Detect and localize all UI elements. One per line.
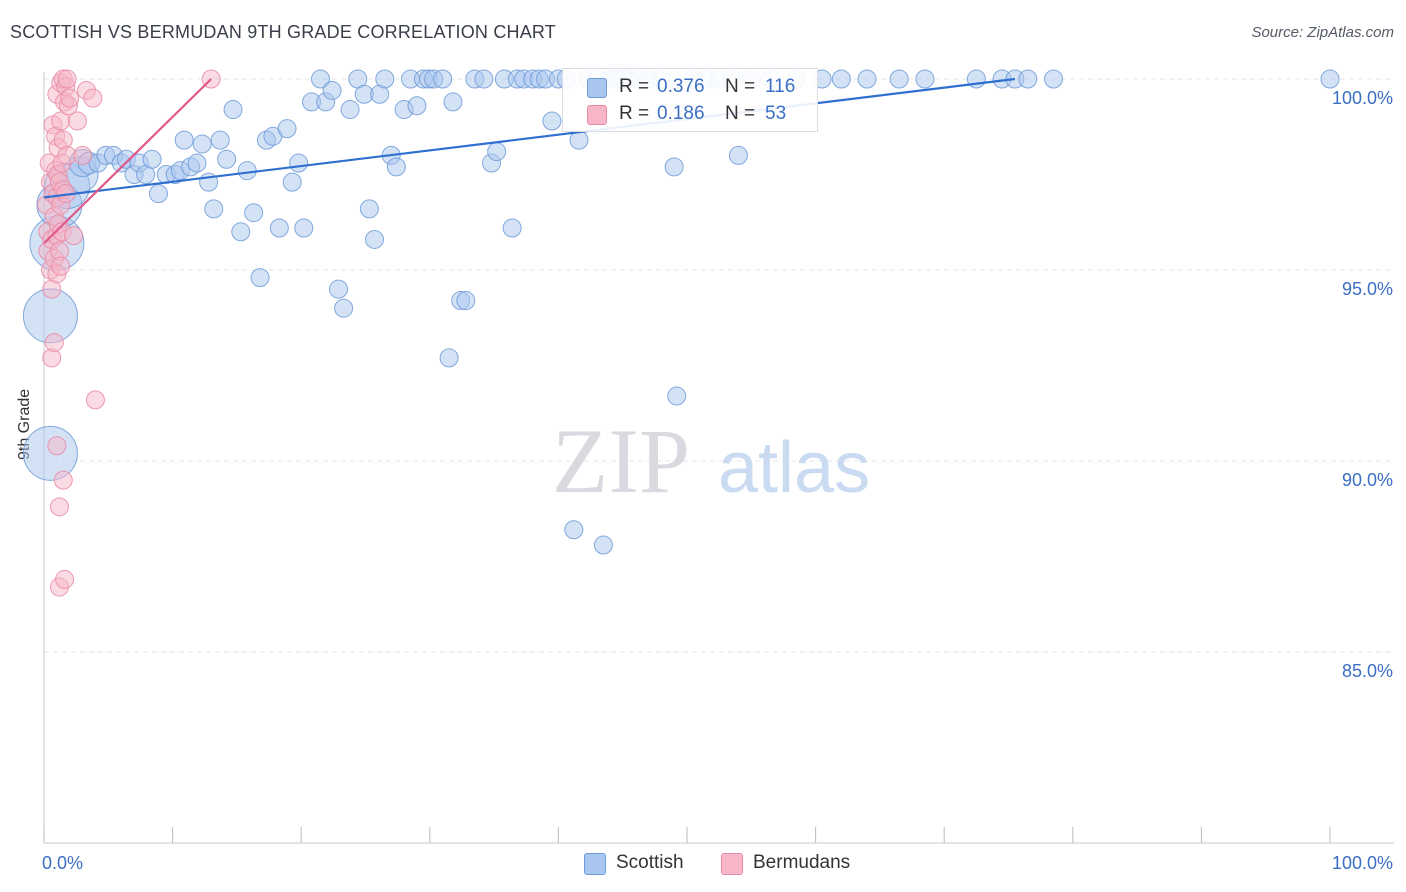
x-tick-label: 0.0% xyxy=(42,853,83,873)
bermudan-point xyxy=(60,88,80,108)
correlation-legend: R = 0.376 N = 116 R = 0.186 N = 53 xyxy=(562,68,818,132)
scottish-swatch-icon xyxy=(587,78,607,98)
scottish-point xyxy=(148,184,168,204)
watermark-atlas: atlas xyxy=(718,428,870,508)
r-label: R = xyxy=(619,103,650,124)
scottish-point xyxy=(542,111,562,131)
scottish-point xyxy=(831,69,851,89)
scottish-point xyxy=(407,96,427,116)
scottish-point xyxy=(433,69,453,89)
scottish-point xyxy=(728,145,748,165)
tick-labels: 85.0% 90.0% 95.0% 100.0% 0.0% 100.0% xyxy=(42,88,1393,873)
scottish-point xyxy=(1018,69,1038,89)
source-credit: Source: ZipAtlas.com xyxy=(1251,24,1394,41)
scottish-point xyxy=(593,535,613,555)
n-label: N = xyxy=(725,103,756,124)
scottish-point xyxy=(502,218,522,238)
scottish-point xyxy=(564,520,584,540)
scottish-point xyxy=(174,130,194,150)
scottish-point xyxy=(359,199,379,219)
scottish-point xyxy=(365,229,385,249)
scottish-legend-icon xyxy=(584,853,606,875)
scottish-point xyxy=(443,92,463,112)
x-tick-label: 100.0% xyxy=(1332,853,1393,873)
bermudan-point xyxy=(73,145,93,165)
scottish-trendline xyxy=(43,77,1016,199)
scottish-point xyxy=(187,153,207,173)
points-layer xyxy=(22,69,1340,597)
scottish-point xyxy=(210,130,230,150)
scottish-point xyxy=(192,134,212,154)
watermark: ZIP atlas xyxy=(552,410,870,512)
scottish-point xyxy=(223,100,243,120)
scottish-point xyxy=(439,348,459,368)
bermudan-point xyxy=(85,390,105,410)
scottish-point xyxy=(474,69,494,89)
scottish-point xyxy=(456,291,476,311)
chart-title: SCOTTISH VS BERMUDAN 9TH GRADE CORRELATI… xyxy=(10,22,556,42)
scottish-point xyxy=(231,222,251,242)
legend-row-bermudans: R = 0.186 N = 53 xyxy=(563,101,817,127)
scottish-point xyxy=(237,161,257,181)
bermudan-point xyxy=(55,569,75,589)
scottish-point xyxy=(1044,69,1064,89)
scottish-point xyxy=(294,218,314,238)
scottish-point xyxy=(889,69,909,89)
scottish-point xyxy=(282,172,302,192)
trend-layer xyxy=(43,77,1016,245)
y-tick-label: 100.0% xyxy=(1332,88,1393,108)
scottish-point xyxy=(375,69,395,89)
bermudan-point xyxy=(64,226,84,246)
bermudan-swatch-icon xyxy=(587,105,607,125)
legend-label-bermudans: Bermudans xyxy=(753,852,851,873)
scottish-point xyxy=(1320,69,1340,89)
bermudan-legend-icon xyxy=(721,853,743,875)
bermudan-point xyxy=(44,333,64,353)
n-label: N = xyxy=(725,76,756,97)
scottish-point xyxy=(277,119,297,139)
r-value: 0.186 xyxy=(657,103,705,124)
bermudan-point xyxy=(83,88,103,108)
scottish-point xyxy=(386,157,406,177)
bermudan-point xyxy=(57,69,77,89)
scottish-point xyxy=(244,203,264,223)
scottish-point xyxy=(667,386,687,406)
bermudan-point xyxy=(47,436,67,456)
scottish-point xyxy=(857,69,877,89)
y-tick-label: 85.0% xyxy=(1342,661,1393,681)
bermudan-point xyxy=(53,470,73,490)
bermudan-trendline xyxy=(43,78,212,245)
scottish-point xyxy=(250,268,270,288)
bermudan-point xyxy=(49,497,69,517)
scottish-point xyxy=(217,149,237,169)
scottish-point xyxy=(340,100,360,120)
r-label: R = xyxy=(619,76,650,97)
legend-label-scottish: Scottish xyxy=(616,852,684,873)
scottish-point xyxy=(269,218,289,238)
scottish-point xyxy=(22,425,78,481)
y-tick-label: 90.0% xyxy=(1342,470,1393,490)
scottish-point xyxy=(664,157,684,177)
bermudan-point xyxy=(51,256,71,276)
scottish-point xyxy=(334,298,354,318)
r-value: 0.376 xyxy=(657,76,705,97)
scottish-point xyxy=(142,149,162,169)
bermudan-point xyxy=(67,111,87,131)
scottish-point xyxy=(310,69,330,89)
scottish-point xyxy=(915,69,935,89)
scottish-point xyxy=(487,142,507,162)
scottish-point xyxy=(328,279,348,299)
scottish-point xyxy=(204,199,224,219)
n-value: 116 xyxy=(765,76,796,97)
y-tick-label: 95.0% xyxy=(1342,279,1393,299)
scottish-point xyxy=(322,80,342,100)
scottish-point xyxy=(289,153,309,173)
grid-layer xyxy=(44,78,1394,653)
legend-row-scottish: R = 0.376 N = 116 xyxy=(563,74,817,100)
watermark-zip: ZIP xyxy=(552,410,690,512)
n-value: 53 xyxy=(765,103,787,124)
